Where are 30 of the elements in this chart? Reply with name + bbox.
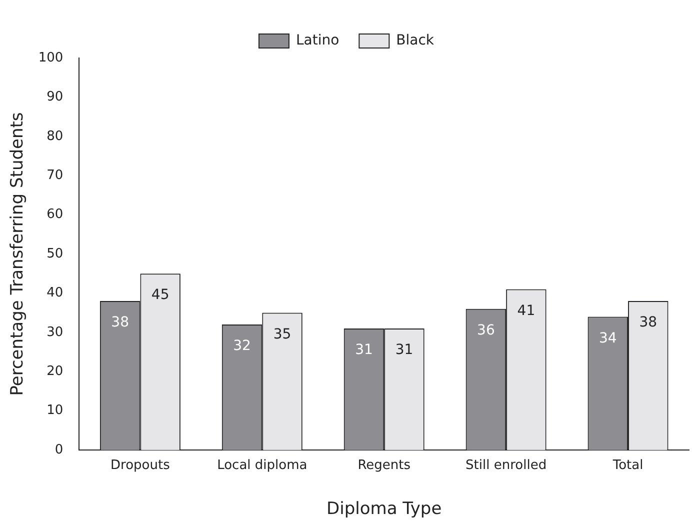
y-tick-label: 40 <box>46 286 64 301</box>
y-tick-label: 80 <box>46 128 64 144</box>
y-tick-label: 70 <box>46 168 64 183</box>
y-axis-title: Percentage Transferring Students <box>8 112 28 396</box>
data-label: 34 <box>598 330 617 346</box>
x-tick-label: Total <box>612 458 644 474</box>
y-tick-label: 20 <box>46 364 64 379</box>
data-label: 38 <box>111 314 129 331</box>
y-tick-label: 90 <box>46 90 64 105</box>
data-label: 45 <box>151 287 170 304</box>
legend-label: Black <box>396 32 435 49</box>
data-label: 38 <box>639 314 658 331</box>
x-tick-label: Dropouts <box>110 458 170 474</box>
y-tick-label: 0 <box>54 442 64 458</box>
data-label: 36 <box>477 322 495 339</box>
data-label: 31 <box>395 342 414 358</box>
x-tick-label: Still enrolled <box>466 458 547 474</box>
x-tick-label: Local diploma <box>217 458 308 474</box>
y-tick-label: 60 <box>46 207 64 222</box>
data-label: 41 <box>517 302 536 319</box>
x-tick-label: Regents <box>358 458 411 474</box>
y-tick-label: 100 <box>38 50 64 66</box>
data-label: 31 <box>355 342 373 358</box>
y-tick-label: 10 <box>46 403 64 418</box>
x-axis-title: Diploma Type <box>326 499 442 520</box>
data-label: 32 <box>233 338 251 354</box>
legend-label: Latino <box>296 32 340 49</box>
data-label: 35 <box>273 326 292 342</box>
y-tick-label: 30 <box>46 324 64 340</box>
y-tick-label: 50 <box>46 246 64 262</box>
